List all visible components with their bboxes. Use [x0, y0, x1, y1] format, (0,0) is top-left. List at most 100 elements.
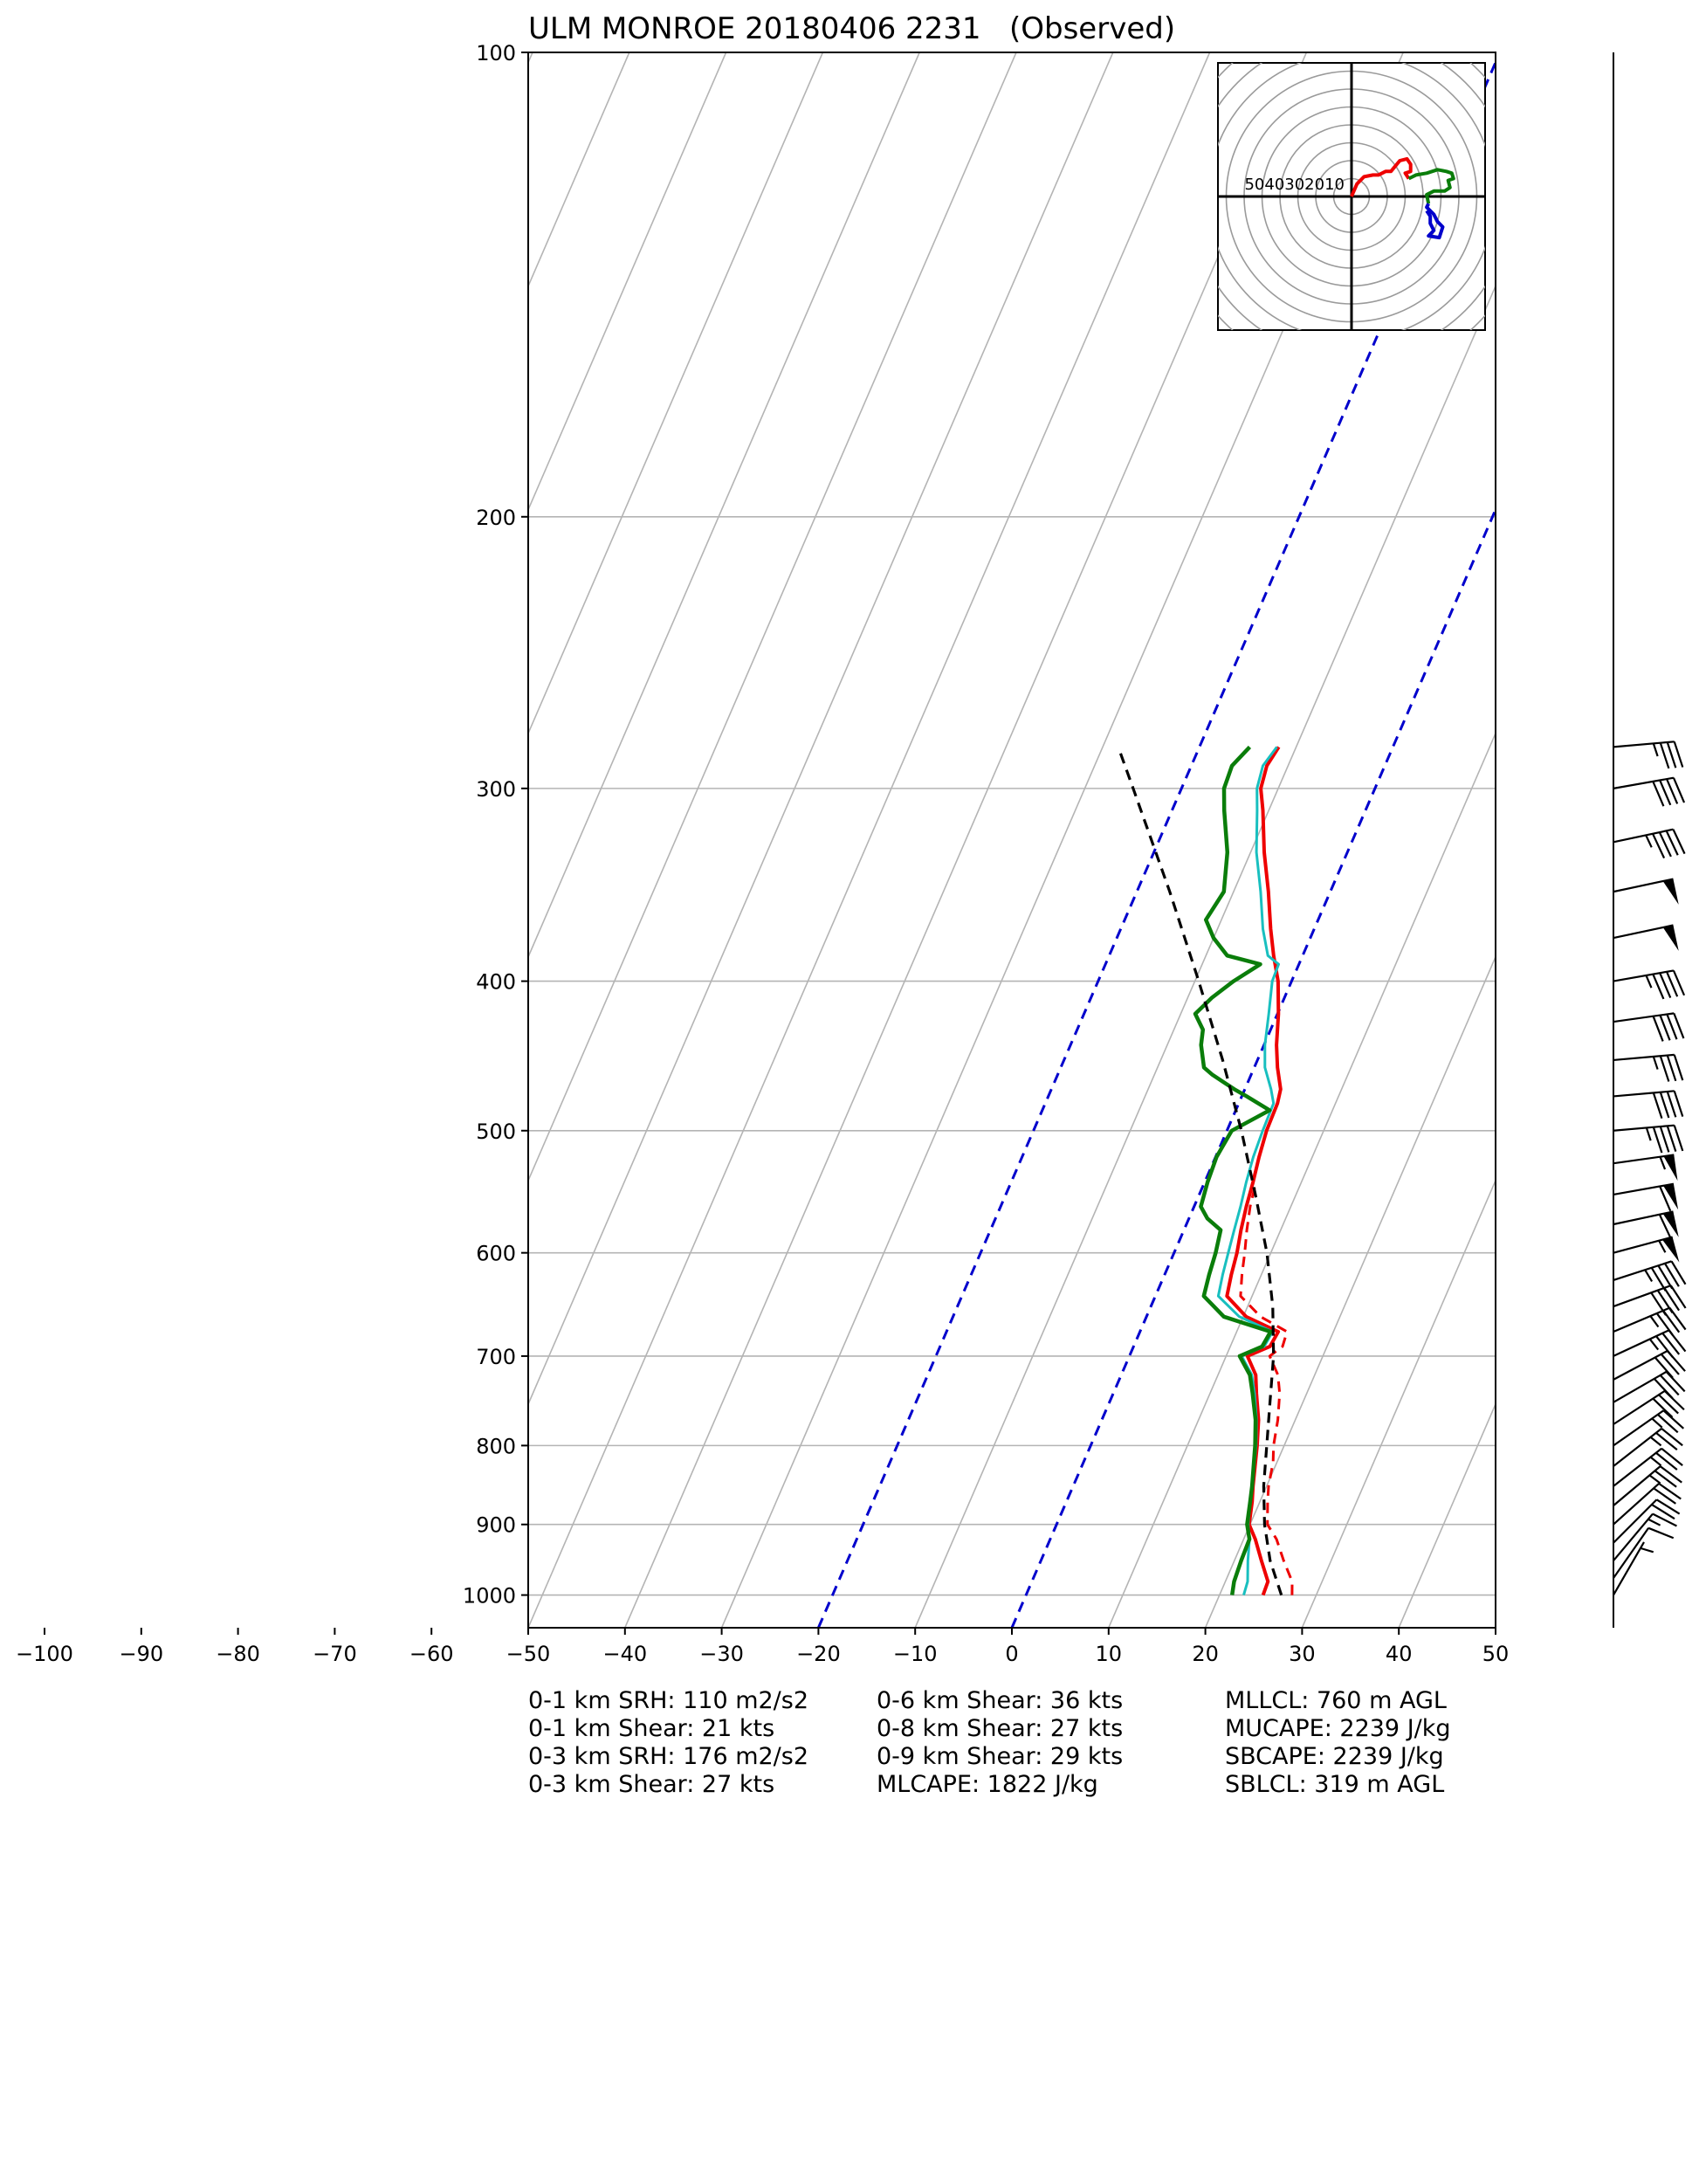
barb-full [1655, 1498, 1681, 1515]
barb-full [1652, 1512, 1677, 1527]
isotherm-highlight-line [1010, 506, 1496, 1628]
isotherm-line [528, 52, 727, 512]
barb-full [1652, 1397, 1674, 1418]
barb-full [1652, 1016, 1664, 1042]
hodograph-lower-segment [1350, 156, 1413, 197]
barb-full [1655, 1312, 1674, 1336]
stat-shear-0-1: 0-1 km Shear: 21 kts [528, 1715, 775, 1742]
isotherm-line [1108, 731, 1496, 1628]
hodograph-ring-labels: 5040302010 [1244, 176, 1345, 194]
barb-staff [1613, 1527, 1650, 1579]
barb-half [1652, 1056, 1659, 1070]
barb-half [1645, 975, 1653, 989]
barb-staff [1613, 1389, 1666, 1425]
barb-full [1664, 1263, 1680, 1287]
barb-flag [1663, 1154, 1678, 1182]
barb-half [1648, 1338, 1660, 1351]
barb-full [1672, 777, 1686, 803]
barb-full [1652, 974, 1665, 1000]
wind-barb [1613, 1285, 1687, 1316]
barb-full [1654, 1470, 1677, 1488]
stat-mucape: MUCAPE: 2239 J/kg [1225, 1715, 1451, 1742]
barb-half [1645, 1127, 1652, 1141]
wind-barb [1613, 878, 1679, 905]
barb-full [1656, 1289, 1674, 1313]
barb-full [1669, 1285, 1687, 1309]
wind-barb [1613, 1409, 1685, 1447]
barb-full [1672, 969, 1686, 996]
x-tick-label: 40 [1386, 1642, 1413, 1666]
barb-full [1673, 741, 1684, 768]
barb-full [1673, 1054, 1684, 1081]
barb-half [1649, 1315, 1660, 1328]
barb-half [1648, 1474, 1661, 1485]
x-tick-label: −10 [893, 1642, 938, 1666]
barb-staff [1613, 1483, 1660, 1526]
barb-half [1644, 1269, 1654, 1282]
barb-staff [1613, 1236, 1673, 1254]
parcel-path-line [1117, 746, 1283, 1596]
barb-full [1647, 1526, 1675, 1540]
barb-staff [1613, 1260, 1672, 1282]
isotherm-line [1592, 52, 1699, 1628]
wind-barb [1613, 1465, 1682, 1506]
barb-full [1652, 1126, 1663, 1154]
wind-barb [1613, 1350, 1686, 1381]
barb-staff [1613, 1285, 1672, 1308]
barb-full [1665, 830, 1679, 856]
pressure-axis: 100 200 300 400 500 600 700 800 900 1000 [463, 41, 528, 1609]
barb-staff [1613, 1090, 1675, 1098]
barb-flag [1663, 1183, 1679, 1210]
temperature-axis: −100 −90 −80 −70 −60 −50 −40 −30 −20 −10 0 10 20 30 40… [16, 1628, 1509, 1666]
wind-barb [1613, 1012, 1685, 1042]
x-tick-label: −40 [602, 1642, 647, 1666]
barb-full [1652, 781, 1665, 807]
barb-full [1651, 833, 1666, 859]
virtual-temperature-line [1239, 1182, 1294, 1595]
barb-full [1672, 829, 1686, 855]
isotherm-highlight-line [817, 59, 1496, 1628]
barb-full [1662, 1409, 1685, 1430]
barb-staff [1613, 1329, 1669, 1357]
barb-full [1659, 1092, 1670, 1119]
barb-full [1663, 1287, 1681, 1312]
barb-staff [1613, 1541, 1645, 1596]
barb-full [1659, 1374, 1680, 1396]
isotherm-line [528, 52, 920, 959]
hodograph-mid-segment [1407, 168, 1455, 204]
wind-barb [1613, 1236, 1680, 1263]
barb-staff [1613, 1465, 1661, 1506]
wind-barb [1613, 1182, 1679, 1212]
wind-barb [1613, 1498, 1681, 1544]
stat-mllcl: MLLCL: 760 m AGL [1225, 1687, 1447, 1714]
stats-column-1: 0-1 km SRH: 110 m2/s2 0-1 km Shear: 21 k… [528, 1687, 808, 1799]
barb-full [1666, 1014, 1678, 1040]
wind-barb [1613, 1482, 1682, 1526]
barb-half [1649, 1436, 1662, 1447]
isotherm-line [0, 52, 339, 1628]
barb-half [1651, 1417, 1663, 1429]
barb-full [1666, 1055, 1677, 1082]
barb-staff [1613, 1409, 1664, 1447]
barb-full [1658, 1214, 1672, 1240]
y-tick-label: 900 [476, 1513, 516, 1538]
barb-staff [1613, 1053, 1675, 1062]
barb-full [1655, 1431, 1678, 1450]
barb-full [1659, 1015, 1671, 1041]
barb-full [1666, 1126, 1677, 1152]
barb-full [1673, 1125, 1684, 1152]
barb-flag [1662, 878, 1679, 905]
barb-full [1650, 1267, 1667, 1292]
isotherm-line [1301, 1178, 1496, 1628]
barb-full [1655, 1335, 1674, 1359]
barb-flag [1662, 925, 1679, 951]
hodograph-upper-segment [1425, 203, 1445, 240]
stat-shear-0-9: 0-9 km Shear: 29 kts [877, 1743, 1124, 1770]
barb-full [1654, 1356, 1674, 1379]
isotherm-line [1204, 954, 1496, 1628]
x-tick-label: −20 [796, 1642, 841, 1666]
x-tick-label: 50 [1482, 1642, 1510, 1666]
wind-barb [1613, 969, 1686, 1000]
dewpoint-line [1193, 745, 1273, 1595]
